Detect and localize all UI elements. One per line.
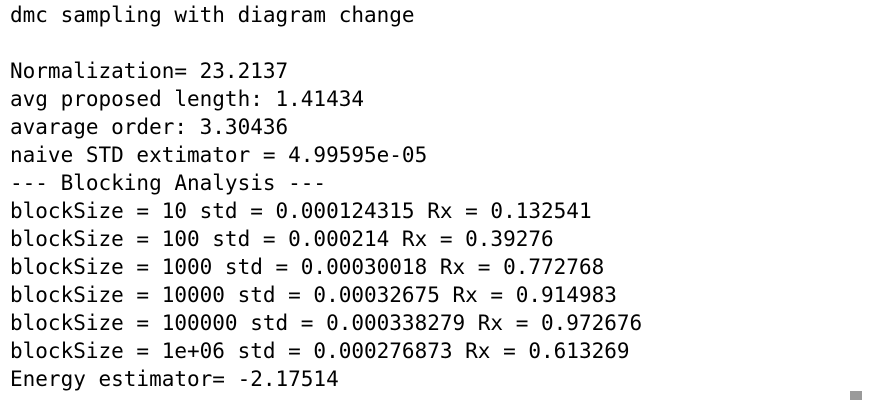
- normalization-line: Normalization= 23.2137: [10, 59, 289, 83]
- block-size-line: blockSize = 100000 std = 0.000338279 Rx …: [10, 311, 643, 335]
- energy-estimator-line: Energy estimator= -2.17514: [10, 367, 339, 391]
- block-size-line: blockSize = 100 std = 0.000214 Rx = 0.39…: [10, 227, 554, 251]
- terminal-cursor: [850, 391, 862, 400]
- block-size-line: blockSize = 1e+06 std = 0.000276873 Rx =…: [10, 339, 630, 363]
- block-size-line: blockSize = 10000 std = 0.00032675 Rx = …: [10, 283, 617, 307]
- average-order-line: avarage order: 3.30436: [10, 115, 289, 139]
- block-size-line: blockSize = 1000 std = 0.00030018 Rx = 0…: [10, 255, 605, 279]
- avg-proposed-length-line: avg proposed length: 1.41434: [10, 87, 365, 111]
- blocking-analysis-header: --- Blocking Analysis ---: [10, 171, 327, 195]
- program-title-line: dmc sampling with diagram change: [10, 3, 415, 27]
- block-size-line: blockSize = 10 std = 0.000124315 Rx = 0.…: [10, 199, 592, 223]
- naive-std-line: naive STD extimator = 4.99595e-05: [10, 143, 428, 167]
